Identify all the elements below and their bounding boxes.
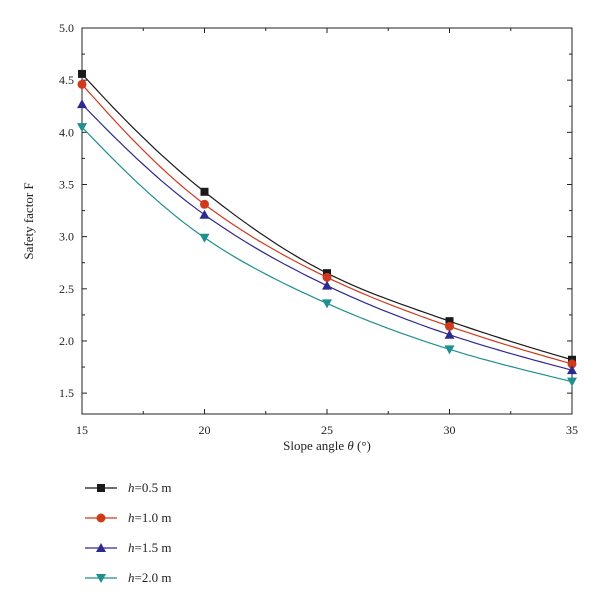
y-axis-label: Safety factor F — [21, 182, 36, 259]
data-point — [77, 79, 87, 89]
legend-item: h=1.5 m — [85, 540, 171, 555]
legend-label: h=1.5 m — [128, 540, 171, 555]
series-1 — [78, 69, 576, 364]
x-axis-label: Slope angle θ (°) — [283, 438, 371, 453]
x-axis-label-symbol: θ — [347, 438, 354, 453]
series-2 — [77, 79, 577, 369]
data-point — [322, 272, 332, 282]
legend-label: h=0.5 m — [128, 480, 171, 495]
data-point — [567, 377, 577, 387]
legend-label-text: =2.0 m — [135, 570, 172, 585]
series-4 — [77, 123, 577, 387]
legend-label-text: =1.0 m — [135, 510, 172, 525]
y-tick-label: 4.5 — [59, 73, 74, 87]
legend-label-text: =1.5 m — [135, 540, 172, 555]
x-tick-label: 30 — [444, 423, 456, 437]
data-point — [444, 329, 455, 339]
legend-label-text: =0.5 m — [135, 480, 172, 495]
legend-label-symbol: h — [128, 540, 135, 555]
plot-frame — [81, 27, 573, 415]
legend-label-symbol: h — [128, 480, 135, 495]
legend-marker — [96, 513, 106, 523]
data-point — [322, 280, 332, 290]
y-tick-label: 3.5 — [59, 177, 74, 191]
legend-item: h=2.0 m — [85, 570, 171, 585]
x-axis-label-text: Slope angle — [283, 438, 347, 453]
data-point — [445, 317, 454, 326]
y-tick-label: 2.5 — [59, 282, 74, 296]
data-point — [77, 123, 87, 133]
legend-label-symbol: h — [128, 570, 135, 585]
y-axis: 1.5 2.0 2.5 3.0 3.5 4.0 4.5 5.0 — [59, 21, 572, 400]
x-tick-label: 20 — [199, 423, 211, 437]
series-line — [81, 83, 573, 365]
legend-label-symbol: h — [128, 510, 135, 525]
x-tick-label: 35 — [566, 423, 578, 437]
data-point — [78, 69, 86, 78]
data-point — [200, 187, 209, 196]
y-tick-label: 4.0 — [59, 125, 74, 139]
legend: h=0.5 mh=1.0 mh=1.5 mh=2.0 m — [85, 480, 171, 585]
series-line — [81, 103, 573, 371]
legend-label: h=2.0 m — [128, 570, 171, 585]
data-point — [445, 321, 454, 331]
legend-marker — [96, 543, 106, 552]
data-point — [77, 99, 87, 109]
x-axis: 15 20 25 30 35 — [76, 28, 578, 437]
data-point — [200, 199, 209, 209]
data-point — [567, 359, 577, 369]
legend-marker — [96, 574, 106, 583]
legend-marker — [97, 484, 105, 492]
x-tick-label: 25 — [321, 423, 333, 437]
series-line — [81, 126, 573, 383]
data-point — [567, 365, 577, 375]
y-tick-label: 2.0 — [59, 334, 74, 348]
data-point — [444, 345, 455, 355]
x-tick-label: 15 — [76, 423, 88, 437]
y-tick-label: 3.0 — [59, 230, 74, 244]
x-axis-label-unit: (°) — [354, 438, 371, 453]
data-point — [199, 233, 210, 243]
series-layer — [77, 69, 577, 387]
series-line — [81, 73, 573, 361]
y-tick-label: 5.0 — [59, 21, 74, 35]
legend-label: h=1.0 m — [128, 510, 171, 525]
y-tick-label: 1.5 — [59, 386, 74, 400]
series-3 — [77, 99, 577, 375]
data-point — [199, 209, 210, 219]
legend-item: h=0.5 m — [85, 480, 171, 495]
data-point — [322, 299, 332, 309]
legend-item: h=1.0 m — [85, 510, 171, 525]
